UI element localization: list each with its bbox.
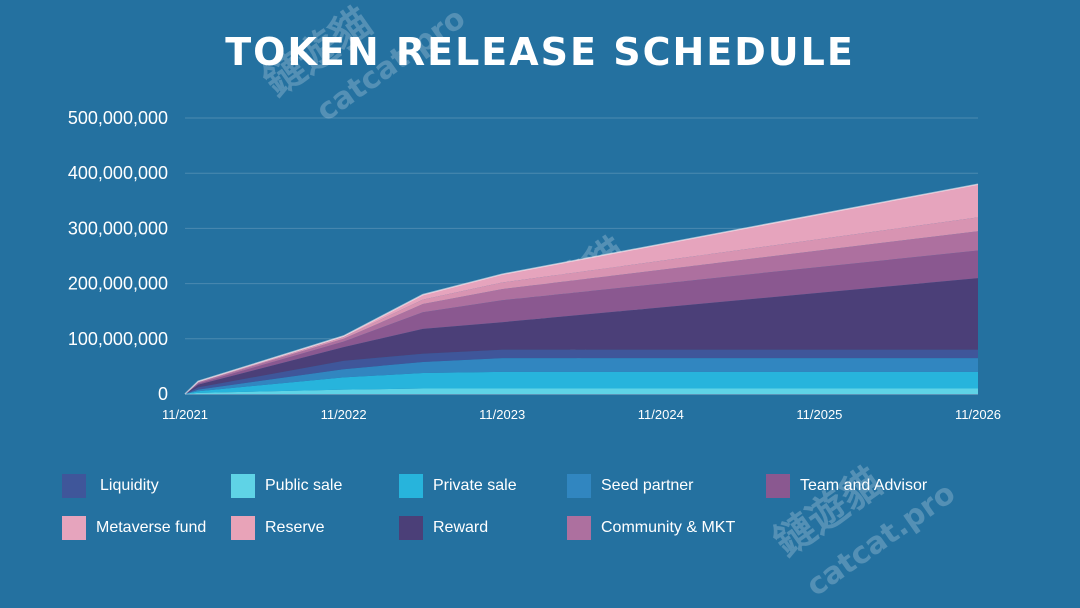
area-series-team-and-advisor: [185, 250, 978, 394]
y-axis-ticks: 0 100,000,000 200,000,000 300,000,000 400,00…: [68, 108, 168, 404]
legend-label: Private sale: [433, 477, 517, 494]
legend-label: Metaverse fund: [96, 519, 207, 536]
legend-swatch: [399, 516, 423, 540]
legend-label: Seed partner: [601, 477, 694, 494]
area-series-community-mkt: [185, 231, 978, 394]
legend-swatch: [567, 516, 591, 540]
x-tick-label: 11/2025: [796, 407, 842, 422]
legend-label: Liquidity: [100, 477, 159, 494]
legend-swatch: [62, 474, 86, 498]
legend-swatch: [567, 474, 591, 498]
area-series-metaverse-fund: [185, 184, 978, 394]
legend-label: Team and Advisor: [800, 477, 928, 494]
x-axis-ticks: 11/2021 11/2022 11/2023 11/2024 11/2025 11/20…: [162, 407, 1001, 422]
area-series-private-sale: [185, 371, 978, 394]
x-tick-label: 11/2026: [955, 407, 1001, 422]
area-series-public-sale: [185, 388, 978, 394]
legend-swatch: [231, 516, 255, 540]
area-series-reward: [185, 278, 978, 394]
legend-label: Public sale: [265, 477, 343, 494]
y-tick-label: 300,000,000: [68, 218, 168, 238]
y-tick-label: 200,000,000: [68, 274, 168, 294]
legend-label: Reward: [433, 519, 489, 536]
legend-swatch: [399, 474, 423, 498]
y-tick-label: 400,000,000: [68, 163, 168, 183]
area-series-liquidity: [185, 349, 978, 394]
y-tick-label: 500,000,000: [68, 108, 168, 128]
legend-swatch: [231, 474, 255, 498]
legend-swatch: [766, 474, 790, 498]
x-tick-label: 11/2022: [321, 407, 367, 422]
x-tick-label: 11/2023: [479, 407, 525, 422]
y-tick-label: 0: [158, 384, 168, 404]
area-series-seed-partner: [185, 358, 978, 394]
x-tick-label: 11/2021: [162, 407, 208, 422]
x-tick-label: 11/2024: [638, 407, 684, 422]
total-outline: [184, 183, 979, 395]
legend-swatch: [62, 516, 86, 540]
chart-title: TOKEN RELEASE SCHEDULE: [225, 30, 855, 74]
area-series-reserve: [185, 217, 978, 394]
legend-label: Community & MKT: [601, 519, 736, 536]
stacked-areas: [184, 183, 979, 395]
legend-label: Reserve: [265, 519, 325, 536]
y-tick-label: 100,000,000: [68, 329, 168, 349]
